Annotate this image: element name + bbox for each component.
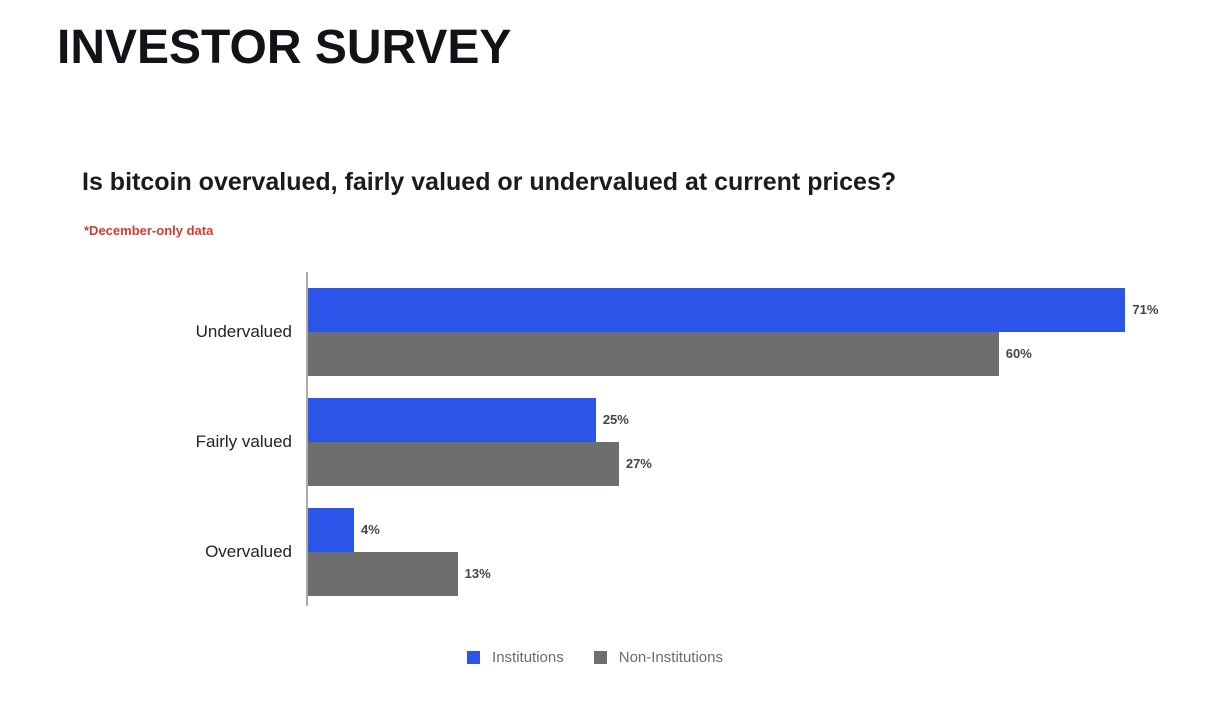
value-label: 71% bbox=[1132, 302, 1159, 317]
bar-non-institutions bbox=[308, 552, 458, 596]
bar-institutions bbox=[308, 508, 355, 552]
chart-legend: Institutions Non-Institutions bbox=[0, 649, 1190, 666]
chart-title: Is bitcoin overvalued, fairly valued or … bbox=[82, 168, 897, 196]
chart-row: Overvalued 4% 13% bbox=[0, 508, 1212, 596]
bar-institutions bbox=[308, 398, 596, 442]
value-label: 4% bbox=[361, 522, 380, 537]
category-label: Fairly valued bbox=[195, 432, 292, 451]
value-label: 13% bbox=[464, 566, 491, 581]
page-title: INVESTOR SURVEY bbox=[57, 21, 512, 74]
chart-row: Fairly valued 25% 27% bbox=[0, 398, 1212, 486]
bar-institutions bbox=[308, 288, 1126, 332]
bar-non-institutions bbox=[308, 332, 999, 376]
chart-plot-area: Undervalued 71% 60% Fairly valued 25% 27% Over… bbox=[0, 272, 1212, 606]
chart-note: *December-only data bbox=[84, 223, 214, 238]
legend-swatch-institutions bbox=[467, 651, 481, 664]
legend-label: Institutions bbox=[492, 649, 564, 666]
legend-label: Non-Institutions bbox=[618, 649, 723, 666]
category-label: Undervalued bbox=[195, 322, 292, 341]
legend-swatch-non-institutions bbox=[593, 651, 607, 664]
category-label: Overvalued bbox=[205, 542, 292, 561]
value-label: 25% bbox=[602, 412, 629, 427]
value-label: 27% bbox=[625, 456, 652, 471]
value-label: 60% bbox=[1005, 346, 1032, 361]
bar-non-institutions bbox=[308, 442, 619, 486]
chart-row: Undervalued 71% 60% bbox=[0, 288, 1212, 376]
legend-item-non-institutions: Non-Institutions bbox=[593, 649, 723, 666]
legend-item-institutions: Institutions bbox=[467, 649, 564, 666]
y-axis-line bbox=[306, 272, 308, 606]
